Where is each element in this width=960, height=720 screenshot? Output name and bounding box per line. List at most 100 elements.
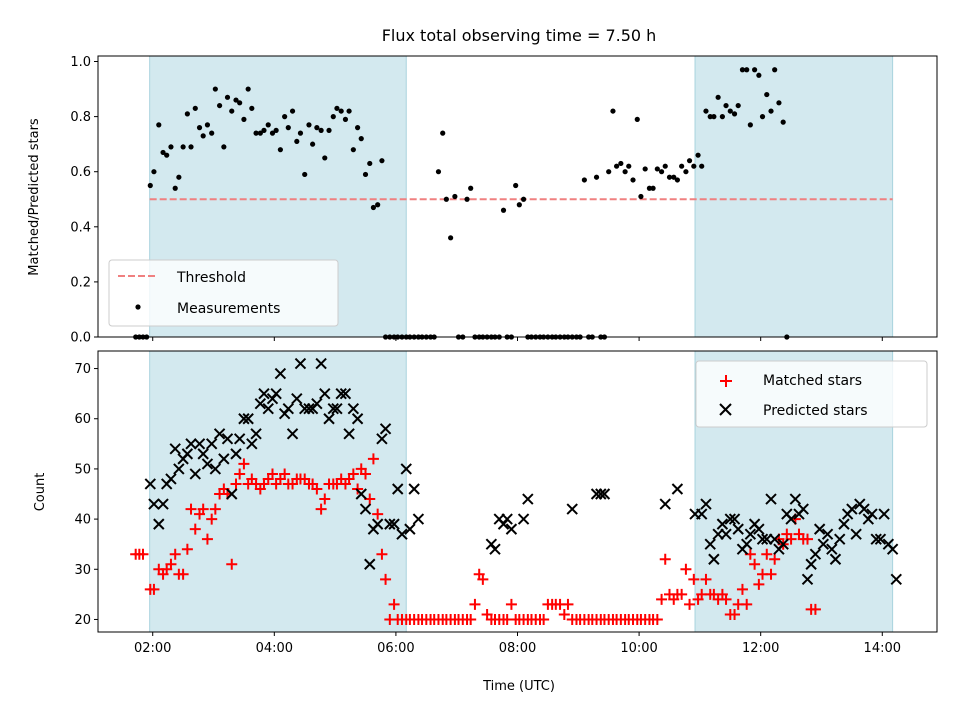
measurement-point: [772, 67, 778, 73]
matched-star-marker: [372, 508, 384, 520]
predicted-star-marker: [801, 573, 814, 586]
predicted-star-marker: [866, 508, 878, 520]
measurement-point: [581, 177, 587, 183]
predicted-star-marker: [371, 518, 384, 530]
measurement-point: [747, 122, 753, 128]
predicted-star-marker: [270, 387, 282, 400]
measurement-point: [180, 144, 186, 150]
x-tick-label: 10:00: [620, 641, 657, 656]
matched-star-marker: [659, 553, 671, 565]
predicted-star-marker: [566, 503, 578, 515]
measurement-point: [691, 163, 697, 169]
matched-star-marker: [380, 573, 392, 585]
measurement-point: [168, 144, 174, 150]
measurement-point: [314, 125, 320, 131]
y-tick-label: 0.8: [70, 110, 91, 125]
legend-measurements-swatch: [135, 304, 141, 310]
measurement-point: [224, 94, 231, 100]
matched-stars-points: [130, 453, 821, 625]
measurement-point: [703, 108, 709, 114]
predicted-star-marker: [262, 402, 274, 415]
predicted-star-marker: [412, 513, 425, 525]
predicted-star-marker: [388, 518, 400, 530]
measurement-point: [350, 147, 356, 153]
measurement-point: [212, 86, 218, 92]
predicted-star-marker: [756, 533, 769, 545]
predicted-star-marker: [805, 558, 817, 570]
matched-star-marker: [226, 558, 238, 570]
matched-star-marker: [765, 568, 777, 580]
predicted-star-marker: [501, 513, 513, 525]
measurement-point: [606, 169, 612, 175]
y-tick-label: 1.0: [70, 55, 91, 70]
predicted-star-marker: [598, 488, 611, 500]
measurement-point: [289, 108, 296, 114]
top-x-ticks: [152, 337, 883, 341]
predicted-star-marker: [282, 402, 295, 415]
measurement-point: [654, 166, 660, 172]
predicted-star-marker: [834, 533, 846, 545]
measurement-point: [237, 100, 243, 106]
measurement-point: [302, 171, 308, 178]
measurement-point: [241, 116, 247, 122]
measurement-point: [216, 102, 223, 109]
predicted-star-marker: [213, 428, 226, 440]
measurement-point: [330, 114, 336, 120]
y-tick-label: 30: [74, 563, 91, 578]
measurement-point: [674, 177, 680, 183]
predicted-star-marker: [157, 498, 169, 510]
predicted-star-marker: [209, 463, 222, 475]
predicted-star-marker: [347, 402, 360, 415]
measurement-point: [650, 185, 656, 191]
measurement-point: [358, 136, 364, 142]
measurement-point: [735, 102, 741, 109]
matched-star-marker: [181, 543, 193, 555]
predicted-star-marker: [846, 503, 858, 515]
matched-star-marker: [538, 613, 550, 625]
predicted-star-marker: [286, 428, 299, 440]
measurement-point: [204, 122, 211, 128]
matched-star-marker: [465, 613, 477, 625]
measurement-point: [184, 111, 190, 117]
bottom-y-axis-label: Count: [33, 473, 48, 512]
x-axis-label: Time (UTC): [482, 679, 555, 694]
predicted-star-marker: [878, 508, 890, 520]
matched-star-marker: [469, 598, 481, 610]
predicted-star-marker: [708, 553, 720, 565]
measurement-point: [282, 114, 288, 120]
predicted-star-marker: [226, 488, 238, 500]
matched-star-marker: [505, 598, 517, 610]
measurement-point: [711, 114, 717, 120]
predicted-star-marker: [595, 488, 607, 500]
measurement-point: [273, 127, 279, 133]
measurement-point: [277, 147, 283, 153]
measurement-point: [719, 114, 725, 120]
predicted-star-marker: [858, 503, 870, 515]
top-y-axis-label: Matched/Predicted stars: [27, 118, 42, 276]
measurement-point: [768, 108, 774, 114]
measurement-point: [176, 174, 182, 180]
predicted-star-marker: [838, 518, 850, 530]
measurement-point: [634, 116, 640, 122]
matched-star-marker: [177, 568, 189, 580]
measurement-point: [468, 185, 474, 191]
measurement-point: [318, 127, 324, 133]
predicted-star-marker: [197, 448, 209, 460]
measurement-point: [662, 163, 668, 169]
matched-star-marker: [656, 593, 668, 605]
predicted-star-marker: [728, 513, 741, 525]
legend-predicted-label: Predicted stars: [763, 403, 868, 419]
legend-threshold-label: Threshold: [176, 270, 246, 286]
predicted-star-marker: [274, 367, 287, 380]
measurement-point: [764, 91, 770, 98]
predicted-star-marker: [821, 528, 834, 540]
legend-matched-swatch: [720, 375, 732, 387]
measurement-point: [375, 202, 381, 208]
measurement-point: [686, 158, 693, 164]
predicted-star-marker: [809, 548, 822, 560]
predicted-star-marker: [404, 523, 416, 535]
predicted-star-marker: [230, 448, 242, 460]
y-tick-label: 40: [74, 513, 91, 528]
measurement-point: [355, 125, 361, 131]
measurement-point: [642, 166, 648, 172]
